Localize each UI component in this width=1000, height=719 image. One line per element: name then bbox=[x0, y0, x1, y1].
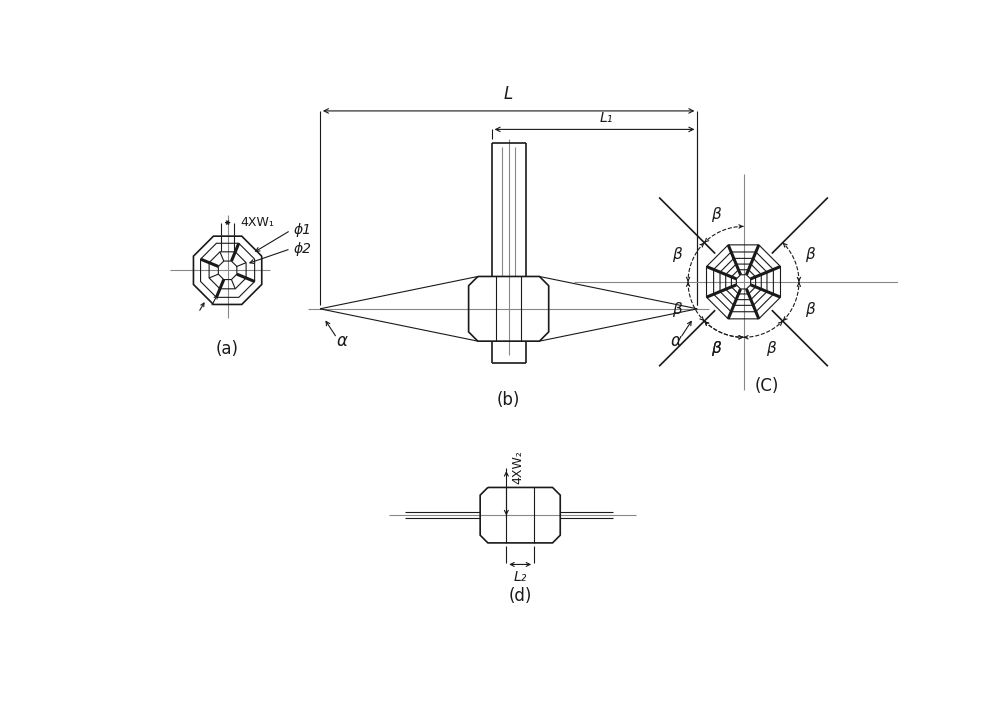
Text: 4XW₁: 4XW₁ bbox=[240, 216, 274, 229]
Text: (a): (a) bbox=[216, 340, 239, 358]
Text: 4XW₂: 4XW₂ bbox=[511, 450, 524, 484]
Text: β: β bbox=[711, 342, 721, 356]
Text: (d): (d) bbox=[509, 587, 532, 605]
Text: L₁: L₁ bbox=[599, 111, 613, 125]
Text: ϕ1: ϕ1 bbox=[294, 224, 312, 237]
Text: β: β bbox=[766, 342, 776, 356]
Text: L: L bbox=[504, 86, 513, 104]
Text: (b): (b) bbox=[497, 390, 520, 408]
Text: β: β bbox=[672, 302, 682, 317]
Text: α: α bbox=[336, 332, 347, 350]
Text: (C): (C) bbox=[754, 377, 779, 395]
Text: β: β bbox=[805, 247, 815, 262]
Text: β: β bbox=[805, 302, 815, 317]
Text: α: α bbox=[670, 332, 681, 350]
Text: L₂: L₂ bbox=[514, 570, 527, 584]
Text: β: β bbox=[711, 208, 721, 222]
Text: β: β bbox=[672, 247, 682, 262]
Text: ϕ2: ϕ2 bbox=[294, 242, 312, 256]
Text: β: β bbox=[711, 342, 721, 356]
